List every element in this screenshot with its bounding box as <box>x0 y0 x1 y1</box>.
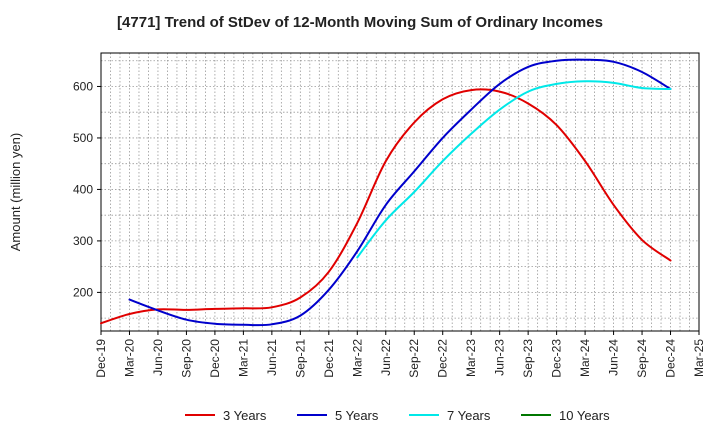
x-axis: Dec-19 Mar-20 Jun-20 Sep-20 Dec-20 Mar-21 Jun-… <box>94 331 706 378</box>
legend: 3 Years 5 Years 7 Years 10 Years <box>185 408 610 423</box>
x-tick-label: Dec-21 <box>322 339 336 378</box>
y-tick-label: 600 <box>73 79 93 93</box>
y-tick-label: 300 <box>73 234 93 248</box>
series-line-5-years <box>128 58 672 327</box>
legend-label-3-years: 3 Years <box>223 408 267 423</box>
x-tick-label: Mar-25 <box>692 339 706 377</box>
grid <box>101 53 699 331</box>
x-tick-label: Mar-22 <box>350 339 364 377</box>
legend-label-5-years: 5 Years <box>335 408 379 423</box>
legend-label-7-years: 7 Years <box>447 408 491 423</box>
x-tick-label: Sep-24 <box>635 339 649 378</box>
x-tick-label: Dec-19 <box>94 339 108 378</box>
y-tick-label: 500 <box>73 131 93 145</box>
x-tick-label: Jun-21 <box>265 339 279 376</box>
x-tick-label: Dec-23 <box>550 339 564 378</box>
x-tick-label: Jun-23 <box>493 339 507 376</box>
plot-area <box>100 52 700 332</box>
x-tick-label: Mar-24 <box>578 339 592 377</box>
y-tick-label: 400 <box>73 182 93 196</box>
series-line-7-years <box>356 80 672 259</box>
x-tick-label: Dec-20 <box>208 339 222 378</box>
x-tick-label: Sep-23 <box>521 339 535 378</box>
x-tick-label: Sep-21 <box>293 339 307 378</box>
x-tick-label: Sep-20 <box>179 339 193 378</box>
x-tick-label: Sep-22 <box>407 339 421 378</box>
x-tick-label: Jun-22 <box>379 339 393 376</box>
legend-label-10-years: 10 Years <box>559 408 610 423</box>
series-group <box>100 58 672 327</box>
chart-title: [4771] Trend of StDev of 12-Month Moving… <box>117 14 603 31</box>
x-tick-label: Jun-20 <box>151 339 165 376</box>
x-tick-label: Mar-23 <box>464 339 478 377</box>
x-tick-label: Dec-24 <box>664 339 678 378</box>
x-tick-label: Jun-24 <box>607 339 621 376</box>
x-tick-label: Mar-21 <box>236 339 250 377</box>
y-axis-title: Amount (million yen) <box>8 133 23 252</box>
y-axis: 200 300 400 500 600 <box>73 79 101 299</box>
x-tick-label: Mar-20 <box>122 339 136 377</box>
y-tick-label: 200 <box>73 285 93 299</box>
x-tick-label: Dec-22 <box>436 339 450 378</box>
series-line-3-years <box>100 88 672 325</box>
